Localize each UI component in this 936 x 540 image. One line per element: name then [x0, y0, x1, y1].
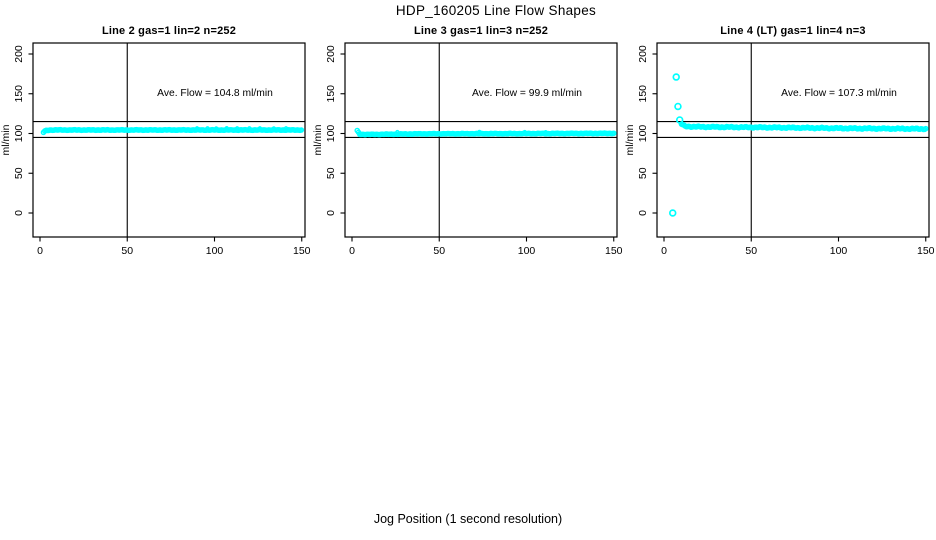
y-tick-label: 50	[637, 167, 649, 179]
x-tick-label: 50	[745, 245, 757, 257]
y-tick-label: 150	[13, 85, 25, 103]
flow-point	[922, 125, 929, 132]
x-tick-label: 0	[661, 245, 667, 257]
x-tick-label: 100	[518, 245, 536, 257]
flow-point	[194, 126, 200, 131]
x-tick-label: 0	[37, 245, 43, 257]
x-tick-label: 150	[293, 245, 311, 257]
outlier-point	[674, 102, 682, 111]
flow-point	[543, 129, 548, 135]
flow-point	[247, 126, 252, 131]
y-tick-label: 0	[325, 210, 337, 216]
x-tick-label: 100	[830, 245, 848, 257]
flow-point	[298, 127, 305, 133]
ave-flow-annotation: Ave. Flow = 99.9 ml/min	[472, 88, 582, 99]
y-tick-label: 0	[637, 210, 649, 216]
y-tick-label: 50	[13, 167, 25, 179]
x-tick-label: 50	[121, 245, 133, 257]
flow-point	[224, 125, 229, 131]
ave-flow-annotation: Ave. Flow = 104.8 ml/min	[157, 88, 273, 99]
flow-point	[205, 126, 210, 131]
y-tick-label: 100	[637, 125, 649, 143]
x-tick-label: 150	[917, 245, 935, 257]
plot-box	[656, 42, 930, 238]
flow-point	[395, 129, 400, 135]
flow-point	[235, 126, 240, 131]
flow-point	[682, 123, 688, 128]
y-axis-unit-label: ml/min	[624, 124, 636, 155]
panel-title: Line 3 gas=1 lin=3 n=252	[413, 25, 549, 37]
y-tick-label: 100	[325, 125, 337, 143]
y-tick-label: 200	[13, 45, 25, 63]
outlier-point	[672, 73, 680, 81]
plot-box	[344, 42, 618, 238]
y-axis-unit-label: ml/min	[312, 124, 324, 155]
y-tick-label: 150	[325, 85, 337, 103]
plot-box	[32, 42, 306, 238]
flow-point	[610, 130, 617, 137]
flow-point	[477, 129, 482, 135]
y-axis-unit-label: ml/min	[0, 124, 12, 155]
x-tick-label: 150	[605, 245, 623, 257]
panel-line3: Line 3 gas=1 lin=3 n=252 0 50 100 150 0 50 100…	[312, 20, 624, 282]
x-tick-label: 50	[433, 245, 445, 257]
panel-line2: Line 2 gas=1 lin=2 n=252 0 50 100 150 0 50 100…	[0, 20, 312, 282]
x-tick-label: 100	[206, 245, 224, 257]
y-tick-label: 200	[325, 45, 337, 63]
panel-line4: Line 4 (LT) gas=1 lin=4 n=3 0 50 100 150 0 50…	[624, 20, 936, 282]
outlier-point	[668, 209, 677, 217]
x-axis-label: Jog Position (1 second resolution)	[373, 512, 563, 526]
flow-point	[271, 126, 276, 131]
y-tick-label: 0	[13, 210, 25, 216]
flow-point	[214, 126, 219, 131]
panel-title: Line 2 gas=1 lin=2 n=252	[101, 25, 237, 37]
main-title: HDP_160205 Line Flow Shapes	[395, 3, 597, 18]
ave-flow-annotation: Ave. Flow = 107.3 ml/min	[781, 88, 897, 99]
plot-area: 0 50 100 150 0 50 100 150 200 ml/min Ave. Flow = 1…	[0, 42, 311, 257]
y-tick-label: 100	[13, 125, 25, 143]
outlier-point	[675, 116, 684, 124]
plot-area: 0 50 100 150 0 50 100 150 200 ml/min Ave. Flow = 1…	[624, 42, 935, 257]
flow-point	[283, 126, 289, 131]
y-tick-label: 50	[325, 167, 337, 179]
x-tick-label: 0	[349, 245, 355, 257]
panel-title: Line 4 (LT) gas=1 lin=4 n=3	[720, 25, 866, 37]
plot-area: 0 50 100 150 0 50 100 150 200 ml/min Ave. Flow = 9…	[312, 42, 623, 257]
y-tick-label: 200	[637, 45, 649, 63]
y-tick-label: 150	[637, 85, 649, 103]
flow-point	[522, 129, 527, 135]
flow-point	[257, 126, 262, 131]
